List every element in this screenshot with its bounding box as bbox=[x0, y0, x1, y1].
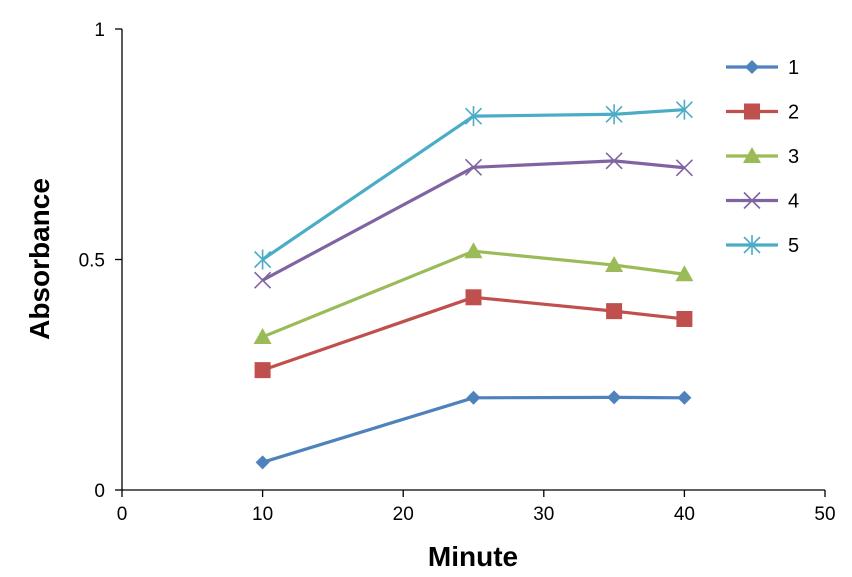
x-tick-label: 50 bbox=[814, 504, 835, 525]
legend-label: 5 bbox=[788, 235, 799, 257]
data-point bbox=[606, 303, 623, 320]
series-2 bbox=[254, 289, 693, 379]
series-4 bbox=[254, 152, 693, 289]
data-point bbox=[605, 256, 624, 273]
legend-label: 3 bbox=[788, 146, 799, 168]
legend-marker bbox=[745, 60, 759, 74]
x-tick-label: 30 bbox=[533, 504, 554, 525]
data-point bbox=[464, 158, 483, 176]
data-point bbox=[607, 390, 622, 405]
series-line bbox=[261, 249, 685, 339]
axes bbox=[121, 29, 825, 491]
legend-marker bbox=[743, 191, 761, 210]
y-tick-label: 1 bbox=[94, 20, 105, 41]
data-point bbox=[254, 249, 272, 270]
legend-item-5: 5 bbox=[726, 235, 799, 257]
legend-item-1: 1 bbox=[726, 57, 799, 79]
legend-label: 2 bbox=[788, 102, 799, 124]
series-1 bbox=[255, 390, 692, 470]
x-tick-label: 20 bbox=[393, 504, 414, 525]
series-3 bbox=[253, 242, 694, 344]
data-point bbox=[675, 265, 694, 282]
data-point bbox=[253, 327, 272, 344]
series-line bbox=[262, 295, 685, 372]
y-tick-label: 0.5 bbox=[79, 251, 105, 272]
series-layer bbox=[253, 99, 694, 470]
legend-marker bbox=[744, 103, 760, 120]
legend-item-2: 2 bbox=[726, 102, 799, 124]
y-tick-label: 0 bbox=[94, 481, 105, 502]
series-5 bbox=[254, 99, 693, 270]
series-line bbox=[261, 159, 685, 282]
x-tick-label: 40 bbox=[674, 504, 695, 525]
data-point bbox=[675, 99, 693, 120]
legend-marker bbox=[743, 147, 761, 163]
legend-marker bbox=[743, 235, 761, 255]
data-point bbox=[255, 455, 270, 470]
data-point bbox=[254, 271, 272, 289]
x-tick-label: 0 bbox=[117, 504, 128, 525]
legend: 1 2 3 4 5 bbox=[726, 57, 799, 257]
data-point bbox=[464, 242, 483, 259]
legend-label: 4 bbox=[788, 191, 799, 213]
series-line bbox=[262, 395, 685, 464]
data-point bbox=[675, 159, 693, 177]
legend-item-4: 4 bbox=[726, 191, 799, 213]
data-point bbox=[254, 362, 271, 379]
data-point bbox=[605, 152, 623, 170]
data-point bbox=[605, 104, 623, 125]
data-point bbox=[466, 390, 481, 405]
legend-label: 1 bbox=[788, 57, 799, 79]
data-point bbox=[464, 106, 483, 127]
legend-item-3: 3 bbox=[726, 146, 799, 168]
ticks: 0 10 20 30 40 50 0 0.5 1 bbox=[79, 20, 836, 525]
data-point bbox=[676, 310, 693, 327]
data-point bbox=[465, 289, 482, 306]
data-point bbox=[677, 390, 692, 405]
x-axis-title: Minute bbox=[428, 541, 518, 572]
x-tick-label: 10 bbox=[252, 504, 273, 525]
series-line bbox=[261, 108, 685, 261]
y-axis-title: Absorbance bbox=[24, 178, 55, 340]
